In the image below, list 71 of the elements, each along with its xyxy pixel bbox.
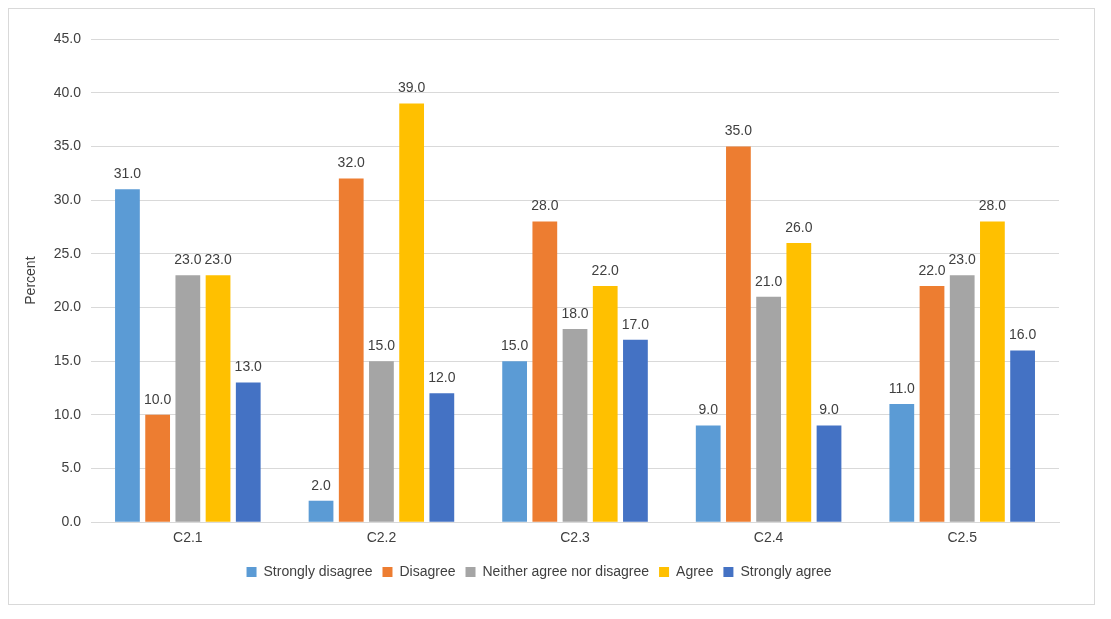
data-label: 28.0 <box>531 197 559 214</box>
bar <box>562 328 588 522</box>
legend-label: Neither agree nor disagree <box>482 562 650 579</box>
bar <box>623 339 648 522</box>
x-tick-label: C2.5 <box>947 529 978 546</box>
data-label: 11.0 <box>888 379 916 396</box>
bar <box>502 361 528 522</box>
data-label: 28.0 <box>978 197 1007 214</box>
data-label: 35.0 <box>724 122 753 139</box>
y-tick-label: 10.0 <box>53 405 82 422</box>
y-tick-label: 0.0 <box>61 513 82 530</box>
bar <box>308 500 334 522</box>
y-tick-label: 20.0 <box>53 298 82 315</box>
bar <box>726 146 751 522</box>
data-label: 9.0 <box>819 401 839 418</box>
bar <box>235 382 261 522</box>
bar <box>949 275 975 522</box>
y-tick-label: 45.0 <box>53 29 82 46</box>
x-tick-label: C2.2 <box>366 529 397 546</box>
data-label: 23.0 <box>204 251 232 268</box>
bar <box>369 361 394 522</box>
data-label: 15.0 <box>367 336 396 353</box>
data-label: 17.0 <box>621 315 650 332</box>
data-label: 32.0 <box>337 154 366 171</box>
bar <box>399 103 425 522</box>
x-tick-label: C2.4 <box>753 529 784 546</box>
data-label: 22.0 <box>918 261 946 278</box>
y-tick-label: 35.0 <box>53 137 82 154</box>
legend-label: Agree <box>676 562 714 579</box>
data-label: 12.0 <box>428 369 456 386</box>
bar <box>429 393 455 522</box>
data-label: 13.0 <box>234 358 263 375</box>
bar <box>980 221 1005 522</box>
y-tick-label: 30.0 <box>53 190 82 207</box>
bar <box>532 221 558 522</box>
legend-label: Strongly agree <box>740 562 832 579</box>
y-tick-label: 40.0 <box>53 83 82 100</box>
bar <box>175 275 201 522</box>
bar <box>695 425 721 522</box>
data-label: 39.0 <box>398 79 426 96</box>
data-label: 21.0 <box>754 272 783 289</box>
bar <box>816 425 842 522</box>
data-label: 16.0 <box>1008 326 1037 343</box>
bar <box>115 189 140 522</box>
data-label: 23.0 <box>174 251 202 268</box>
x-tick-label: C2.1 <box>173 529 203 546</box>
y-axis-title: Percent <box>22 256 39 305</box>
bar <box>592 285 618 522</box>
y-tick-label: 5.0 <box>61 459 82 476</box>
legend-label: Disagree <box>399 562 456 579</box>
y-tick-label: 25.0 <box>53 244 82 261</box>
x-tick-label: C2.3 <box>560 529 591 546</box>
bar <box>919 285 945 522</box>
data-label: 18.0 <box>561 304 589 321</box>
bar <box>205 275 231 522</box>
data-label: 23.0 <box>948 251 977 268</box>
bar <box>786 243 812 522</box>
bar <box>145 414 171 522</box>
data-label: 31.0 <box>113 165 142 182</box>
legend-label: Strongly disagree <box>263 562 373 579</box>
data-label: 22.0 <box>591 261 620 278</box>
data-label: 26.0 <box>785 218 813 235</box>
data-label: 9.0 <box>698 401 719 418</box>
bar <box>338 178 364 522</box>
bar <box>1010 350 1035 522</box>
bar <box>889 404 915 522</box>
bar <box>756 296 781 522</box>
data-label: 15.0 <box>501 336 529 353</box>
y-tick-label: 15.0 <box>53 351 82 368</box>
data-label: 10.0 <box>144 390 172 407</box>
data-label: 2.0 <box>311 476 331 493</box>
